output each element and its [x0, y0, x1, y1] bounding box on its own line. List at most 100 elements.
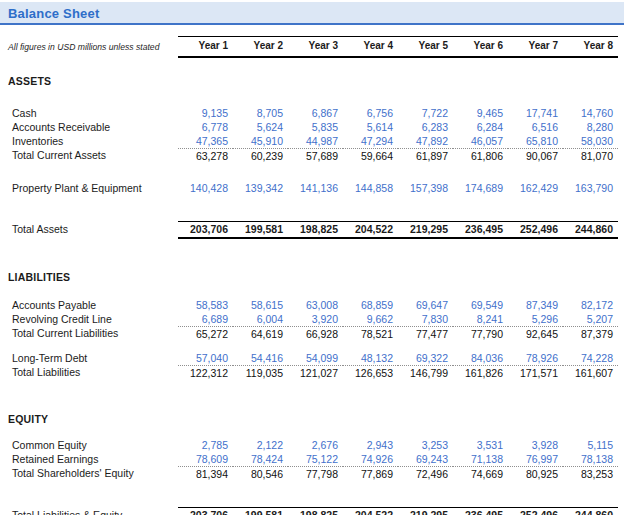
- spacer-cell: [0, 380, 618, 410]
- year-header-row: All figures in USD millions unless state…: [0, 37, 618, 57]
- value-cell: 87,349: [508, 298, 563, 312]
- value-cell: 74,669: [453, 466, 508, 481]
- value-cell: 61,897: [398, 148, 453, 163]
- value-cell: 5,835: [288, 120, 343, 134]
- value-cell: 157,398: [398, 181, 453, 195]
- value-cell: 174,689: [453, 181, 508, 195]
- section-row: ASSETS: [0, 72, 618, 90]
- row-label: Retained Earnings: [0, 452, 178, 467]
- table-row: Total Current Assets63,27860,23957,68959…: [0, 148, 618, 163]
- value-cell: 3,920: [288, 312, 343, 327]
- value-cell: 48,132: [343, 351, 398, 366]
- value-cell: 66,928: [288, 326, 343, 341]
- value-cell: 9,465: [453, 106, 508, 120]
- table-row: Property Plant & Equipment140,428139,342…: [0, 181, 618, 195]
- value-cell: 171,571: [508, 365, 563, 380]
- value-cell: 92,645: [508, 326, 563, 341]
- table-row: Total Liabilities & Equity203,706199,581…: [0, 507, 618, 515]
- value-cell: 204,522: [343, 507, 398, 515]
- value-cell: 6,867: [288, 106, 343, 120]
- spacer-cell: [0, 428, 618, 438]
- value-cell: 2,785: [178, 438, 233, 452]
- spacer-cell: [0, 481, 618, 508]
- value-cell: 252,496: [508, 221, 563, 238]
- year-column-header: Year 1: [178, 37, 233, 57]
- value-cell: [563, 410, 618, 428]
- value-cell: 47,294: [343, 134, 398, 149]
- value-cell: 54,416: [233, 351, 288, 366]
- spacer-row: [0, 195, 618, 222]
- value-cell: 3,531: [453, 438, 508, 452]
- value-cell: 199,581: [233, 507, 288, 515]
- year-column-header: Year 2: [233, 37, 288, 57]
- value-cell: 83,253: [563, 466, 618, 481]
- table-row: Retained Earnings78,60978,42475,12274,92…: [0, 452, 618, 467]
- table-row: Accounts Receivable6,7785,6245,8355,6146…: [0, 120, 618, 134]
- value-cell: 6,004: [233, 312, 288, 327]
- value-cell: 5,624: [233, 120, 288, 134]
- value-cell: 6,516: [508, 120, 563, 134]
- year-column-header: Year 6: [453, 37, 508, 57]
- value-cell: 44,987: [288, 134, 343, 149]
- value-cell: [398, 268, 453, 286]
- value-cell: [233, 410, 288, 428]
- spacer-row: [0, 286, 618, 298]
- value-cell: 236,495: [453, 507, 508, 515]
- spacer-row: [0, 90, 618, 106]
- value-cell: 236,495: [453, 221, 508, 238]
- spacer-cell: [0, 57, 618, 72]
- value-cell: 84,036: [453, 351, 508, 366]
- value-cell: [508, 410, 563, 428]
- value-cell: 77,477: [398, 326, 453, 341]
- spacer-cell: [0, 341, 618, 351]
- row-label: Common Equity: [0, 438, 178, 452]
- value-cell: [178, 410, 233, 428]
- value-cell: 69,322: [398, 351, 453, 366]
- table-row: Revolving Credit Line6,6896,0043,9209,66…: [0, 312, 618, 327]
- value-cell: [288, 268, 343, 286]
- value-cell: 87,379: [563, 326, 618, 341]
- section-header-label: ASSETS: [0, 72, 178, 90]
- value-cell: 219,295: [398, 507, 453, 515]
- value-cell: 139,342: [233, 181, 288, 195]
- value-cell: [343, 72, 398, 90]
- value-cell: 161,607: [563, 365, 618, 380]
- value-cell: 199,581: [233, 221, 288, 238]
- value-cell: 63,008: [288, 298, 343, 312]
- spacer-cell: [0, 286, 618, 298]
- value-cell: [508, 72, 563, 90]
- value-cell: 61,806: [453, 148, 508, 163]
- value-cell: 7,830: [398, 312, 453, 327]
- table-row: Long-Term Debt57,04054,41654,09948,13269…: [0, 351, 618, 366]
- value-cell: [563, 72, 618, 90]
- value-cell: 219,295: [398, 221, 453, 238]
- table-row: Total Shareholders' Equity81,39480,54677…: [0, 466, 618, 481]
- value-cell: [453, 268, 508, 286]
- value-cell: 244,860: [563, 221, 618, 238]
- value-cell: 63,278: [178, 148, 233, 163]
- value-cell: 45,910: [233, 134, 288, 149]
- spacer-row: [0, 380, 618, 410]
- value-cell: 57,689: [288, 148, 343, 163]
- section-row: LIABILITIES: [0, 268, 618, 286]
- spacer-cell: [0, 195, 618, 222]
- year-column-header: Year 7: [508, 37, 563, 57]
- spacer-cell: [0, 90, 618, 106]
- value-cell: 72,496: [398, 466, 453, 481]
- row-label: Long-Term Debt: [0, 351, 178, 366]
- value-cell: 252,496: [508, 507, 563, 515]
- value-cell: 198,825: [288, 507, 343, 515]
- value-cell: 141,136: [288, 181, 343, 195]
- value-cell: 3,928: [508, 438, 563, 452]
- spacer-row: [0, 163, 618, 181]
- value-cell: 204,522: [343, 221, 398, 238]
- value-cell: 78,926: [508, 351, 563, 366]
- table-row: Inventories47,36545,91044,98747,29447,89…: [0, 134, 618, 149]
- spacer-row: [0, 481, 618, 508]
- value-cell: 2,676: [288, 438, 343, 452]
- value-cell: 9,662: [343, 312, 398, 327]
- value-cell: 78,521: [343, 326, 398, 341]
- value-cell: [563, 268, 618, 286]
- value-cell: 80,546: [233, 466, 288, 481]
- value-cell: 8,241: [453, 312, 508, 327]
